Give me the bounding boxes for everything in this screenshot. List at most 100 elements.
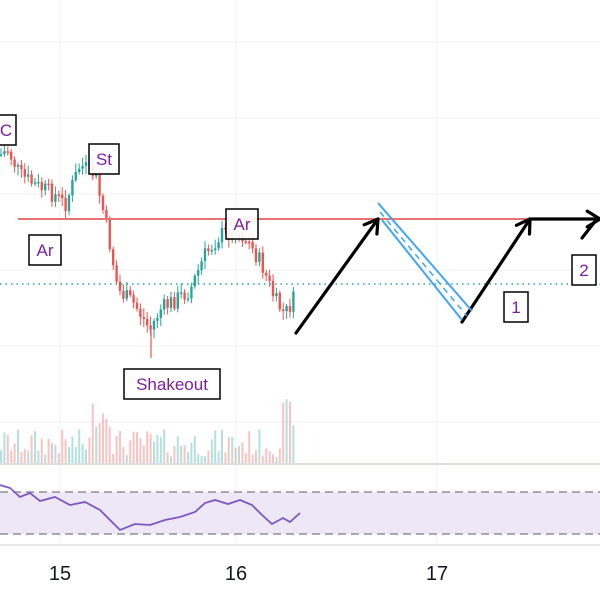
candle-body xyxy=(3,151,6,155)
volume-bar xyxy=(3,432,6,463)
volume-bar xyxy=(204,456,206,463)
volume-bar xyxy=(149,433,152,463)
candle-body xyxy=(278,293,281,310)
candle-body xyxy=(33,182,37,184)
candle-body xyxy=(139,308,142,317)
x-tick-label: 17 xyxy=(426,563,448,585)
volume-bar xyxy=(20,451,23,463)
volume-bar xyxy=(102,413,104,463)
volume-bar xyxy=(10,450,13,463)
volume-bar xyxy=(88,437,91,463)
candle-body xyxy=(152,320,156,330)
volume-bar xyxy=(139,438,142,463)
volume-bar xyxy=(153,441,155,463)
candle-body xyxy=(132,295,135,303)
candle-body xyxy=(149,325,152,330)
volume-bar xyxy=(200,456,203,463)
volume-bar xyxy=(272,454,274,463)
volume-bar xyxy=(136,431,138,463)
candle-body xyxy=(292,291,295,312)
volume-bar xyxy=(255,450,257,463)
volume-bar xyxy=(37,450,40,463)
grid-lines xyxy=(0,0,600,545)
x-tick-label: 15 xyxy=(49,563,71,585)
candle-body xyxy=(50,183,54,202)
candle-body xyxy=(44,183,47,191)
volume-bar xyxy=(231,437,234,463)
volume-bar xyxy=(13,443,16,463)
candle-body xyxy=(282,309,285,312)
channel-upper xyxy=(377,202,473,312)
volume-bar xyxy=(27,450,30,463)
volume-bar xyxy=(30,435,33,463)
label-ar2: Ar xyxy=(234,215,251,234)
volume-bar xyxy=(176,436,179,463)
candle-body xyxy=(285,306,288,312)
candle-body xyxy=(156,317,159,321)
volume-bars xyxy=(0,399,295,463)
volume-bar xyxy=(47,438,50,463)
candle-body xyxy=(78,168,81,173)
volume-bar xyxy=(248,431,251,463)
candle-body xyxy=(169,297,173,308)
candle-body xyxy=(27,174,30,177)
candle-body xyxy=(105,209,108,220)
candle-body xyxy=(115,265,118,282)
volume-bar xyxy=(17,429,19,463)
label-c: C xyxy=(0,121,12,140)
volume-bar xyxy=(227,437,230,463)
volume-bar xyxy=(258,429,261,463)
projection-arrow-up-2 xyxy=(460,217,532,324)
label-n2: 2 xyxy=(579,261,588,280)
volume-bar xyxy=(51,443,53,463)
channel-lower xyxy=(381,219,463,321)
volume-bar xyxy=(278,448,281,463)
candle-body xyxy=(173,297,176,309)
candle-body xyxy=(54,194,57,202)
volume-bar xyxy=(183,445,186,463)
candle-body xyxy=(20,165,23,170)
candle-body xyxy=(108,219,111,250)
volume-bar xyxy=(197,454,200,463)
label-box-n2 xyxy=(571,254,597,286)
candle-body xyxy=(244,241,247,243)
volume-bar xyxy=(95,426,98,463)
candle-body xyxy=(254,248,258,262)
candle-body xyxy=(84,162,88,166)
candle-body xyxy=(275,293,278,297)
volume-bar xyxy=(156,435,159,463)
volume-bar xyxy=(78,429,81,463)
volume-bar xyxy=(159,436,162,463)
candle-body xyxy=(186,298,190,300)
label-n1: 1 xyxy=(511,298,520,317)
volume-bar xyxy=(105,418,108,463)
candle-body xyxy=(118,281,122,291)
volume-bar xyxy=(68,446,70,463)
volume-bar xyxy=(119,430,121,463)
candle-body xyxy=(207,248,210,252)
candle-body xyxy=(142,316,145,319)
label-box-shakeout xyxy=(123,368,221,400)
label-shakeout: Shakeout xyxy=(136,375,208,394)
label-box-ar1 xyxy=(28,234,62,266)
volume-bar xyxy=(241,442,244,463)
volume-bar xyxy=(238,446,240,463)
candle-body xyxy=(265,272,268,276)
volume-bar xyxy=(224,452,227,463)
volume-bar xyxy=(234,447,237,463)
volume-bar xyxy=(166,452,169,463)
projection-arrows xyxy=(294,202,600,335)
channel-mid xyxy=(379,211,468,317)
volume-bar xyxy=(44,454,47,463)
volume-bar xyxy=(193,436,196,463)
candle-body xyxy=(112,249,115,266)
volume-bar xyxy=(190,442,193,463)
candle-body xyxy=(176,292,179,309)
volume-bar xyxy=(0,450,2,463)
volume-bar xyxy=(261,455,264,463)
candle-body xyxy=(248,241,251,244)
volume-bar xyxy=(210,439,213,463)
volume-bar xyxy=(244,453,247,463)
volume-bar xyxy=(163,429,166,463)
